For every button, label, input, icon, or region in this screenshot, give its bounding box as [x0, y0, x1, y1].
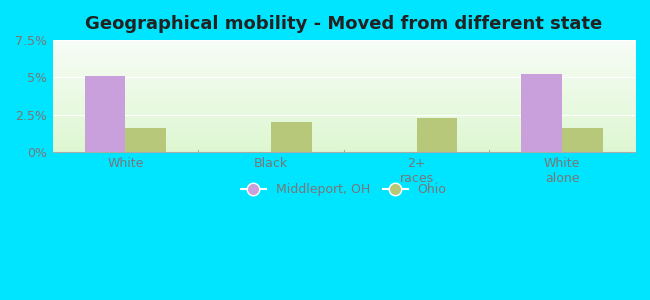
Legend: Middleport, OH, Ohio: Middleport, OH, Ohio	[236, 178, 452, 201]
Bar	[521, 74, 562, 152]
Title: Geographical mobility - Moved from different state: Geographical mobility - Moved from diffe…	[85, 15, 603, 33]
Bar	[125, 128, 166, 152]
Bar	[84, 76, 125, 152]
Bar	[417, 118, 458, 152]
Bar	[271, 122, 312, 152]
Bar	[562, 128, 603, 152]
